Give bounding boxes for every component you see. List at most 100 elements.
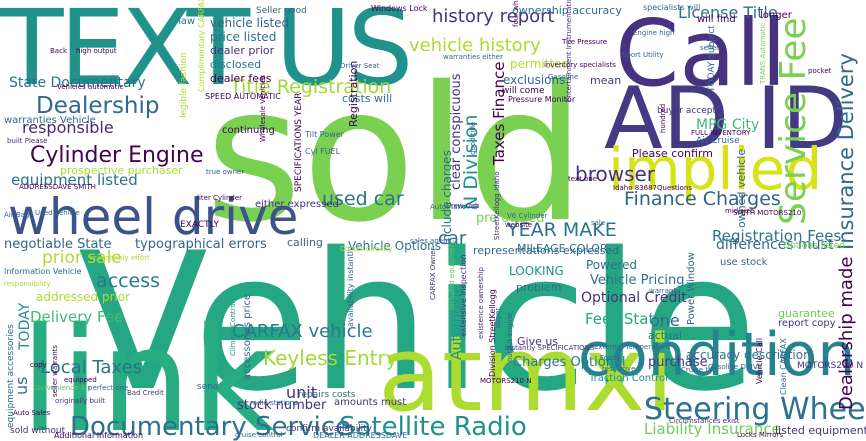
word: confirm availability <box>286 424 372 434</box>
word: License Title <box>678 3 778 22</box>
word: buyer accepts <box>657 106 721 116</box>
word: text one <box>568 175 598 183</box>
word: Automatic AD <box>430 203 479 211</box>
word: Vehicle <box>78 212 758 433</box>
word: Powered <box>586 258 638 272</box>
word: Options listed <box>783 241 846 251</box>
word: Title Registration <box>230 76 392 98</box>
word: buyer <box>494 307 502 328</box>
word: Seller good <box>256 6 307 16</box>
word: Delivery Fee <box>30 308 124 326</box>
word: four wheel <box>512 0 520 27</box>
word: dealer fees <box>210 72 272 85</box>
word: equipped <box>64 376 97 384</box>
word: Wholesale Vehicles <box>259 75 267 142</box>
word: perfect one <box>88 384 129 392</box>
word: dealer prior <box>210 44 275 57</box>
word: Back <box>50 47 67 55</box>
word: sales agent <box>410 237 451 245</box>
word: Steering Wheel <box>644 392 866 427</box>
word: Locks Mirrors <box>737 431 784 439</box>
word: Local Taxes <box>40 357 142 378</box>
word: instantly SPECIFICATIONS <box>505 344 595 352</box>
word: used car <box>322 188 404 210</box>
word: TODAY <box>17 302 33 350</box>
word: reasonably effort <box>90 254 150 262</box>
word: responsible <box>22 118 114 137</box>
word: mean <box>590 74 622 87</box>
word: guarantee <box>778 307 835 320</box>
word: seller <box>700 44 720 52</box>
word: inventory specialists <box>544 61 616 69</box>
word: wheel drive <box>8 188 299 246</box>
word: differences must <box>716 237 834 253</box>
word: LOOKING <box>509 264 564 278</box>
word: Clean CARFAX <box>779 338 788 395</box>
word: TRANS Automatic <box>759 22 767 84</box>
word: Windows Lock <box>371 4 428 13</box>
word: one <box>650 311 680 330</box>
word: typographical errors <box>135 237 267 252</box>
word: Dealership <box>36 93 160 119</box>
word: responsibility <box>4 280 51 288</box>
word: sold without <box>10 426 66 436</box>
word: SMITH MOTORS210 <box>733 209 802 217</box>
word: Gasoline <box>548 73 579 81</box>
word: State Documentary <box>9 75 146 91</box>
word: Registration Fees <box>712 227 842 245</box>
word: Ford F <box>600 354 622 362</box>
word: repairs costs <box>298 390 356 400</box>
word: Crew Cab <box>446 202 480 210</box>
word: copy <box>30 361 47 369</box>
word: Vehicle Call <box>755 337 764 384</box>
word: availability instantly <box>346 246 355 327</box>
word: Fees State <box>585 310 664 328</box>
word: amounts must <box>334 397 407 408</box>
word: Liability Insurance <box>644 420 781 438</box>
word: stock number <box>237 398 327 413</box>
word: history report <box>432 6 555 27</box>
word: report copy <box>778 318 836 329</box>
word: law <box>178 16 196 27</box>
word: seller warrants <box>51 344 59 397</box>
word: true owner <box>206 168 245 176</box>
word: CARFAX Owner <box>429 247 437 300</box>
word: equipment listed <box>11 171 138 189</box>
word: AD ID <box>604 69 848 169</box>
word: liter Cylinder <box>197 194 243 202</box>
word: sold <box>205 46 586 263</box>
word: permitted <box>510 57 570 71</box>
word: included equipment <box>448 240 456 310</box>
word: Vehicle Options <box>348 239 442 253</box>
word: Cylinder Engine <box>30 143 204 168</box>
word: browser <box>575 162 656 186</box>
word: Cruise tilt <box>681 366 715 374</box>
word: price listed <box>210 30 277 44</box>
word: continuing <box>222 125 275 136</box>
word: Complimentary CARFAX <box>197 0 206 92</box>
word: vehicle listed <box>210 16 290 30</box>
word: actual <box>648 329 682 342</box>
word: built Please <box>7 137 48 145</box>
word: implied <box>608 135 823 203</box>
word: listed equipment <box>775 424 866 437</box>
word: Division StreetKellogg <box>488 289 497 377</box>
word: pre owned <box>476 211 545 226</box>
word: Gasoline DRIVE <box>708 363 763 371</box>
word: YEAR MAKE <box>507 219 617 241</box>
word: disclosed <box>210 58 262 71</box>
word: CARFAX vehicle <box>232 321 373 342</box>
word: EXACTLY <box>180 220 219 230</box>
word: Give us <box>517 335 559 348</box>
word: Traction Control <box>589 373 668 384</box>
word: Please confirm <box>632 147 713 160</box>
word: condition <box>578 320 856 390</box>
word: good title <box>469 121 477 155</box>
word: access <box>96 270 161 292</box>
word: existence ownership <box>477 267 485 339</box>
word: extensive inspection <box>459 254 468 337</box>
word: Pressure Monitor <box>508 95 576 104</box>
word: MOTORS210 N <box>797 361 864 371</box>
word: Additional Information <box>54 431 144 440</box>
word: warranty <box>649 287 681 295</box>
